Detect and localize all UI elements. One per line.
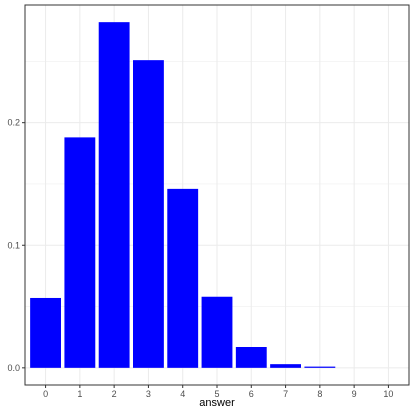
x-tick-label: 6 [249, 389, 254, 399]
bar [270, 364, 301, 368]
x-tick-label: 10 [383, 389, 393, 399]
bar [98, 22, 130, 368]
y-tick-label: 0.0 [7, 363, 20, 373]
bar [201, 296, 233, 368]
bar [167, 188, 199, 368]
x-tick-label: 5 [214, 389, 219, 399]
x-tick-label: 2 [112, 389, 117, 399]
bar [304, 366, 336, 368]
bars [30, 22, 336, 368]
axis-ticks: 0.0 0.1 0.2 0 1 2 3 4 5 6 7 8 9 10 [7, 118, 393, 399]
x-tick-label: 3 [146, 389, 151, 399]
y-tick-label: 0.2 [7, 118, 20, 128]
y-tick-label: 0.1 [7, 240, 20, 250]
x-axis-title: answer [199, 397, 235, 409]
x-tick-label: 8 [317, 389, 322, 399]
x-tick-label: 7 [283, 389, 288, 399]
x-tick-label: 1 [77, 389, 82, 399]
x-tick-label: 0 [43, 389, 48, 399]
x-tick-label: 9 [352, 389, 357, 399]
bar [64, 137, 96, 368]
bar [30, 297, 61, 368]
x-tick-label: 4 [180, 389, 185, 399]
bar [235, 347, 267, 368]
bar [133, 60, 164, 368]
